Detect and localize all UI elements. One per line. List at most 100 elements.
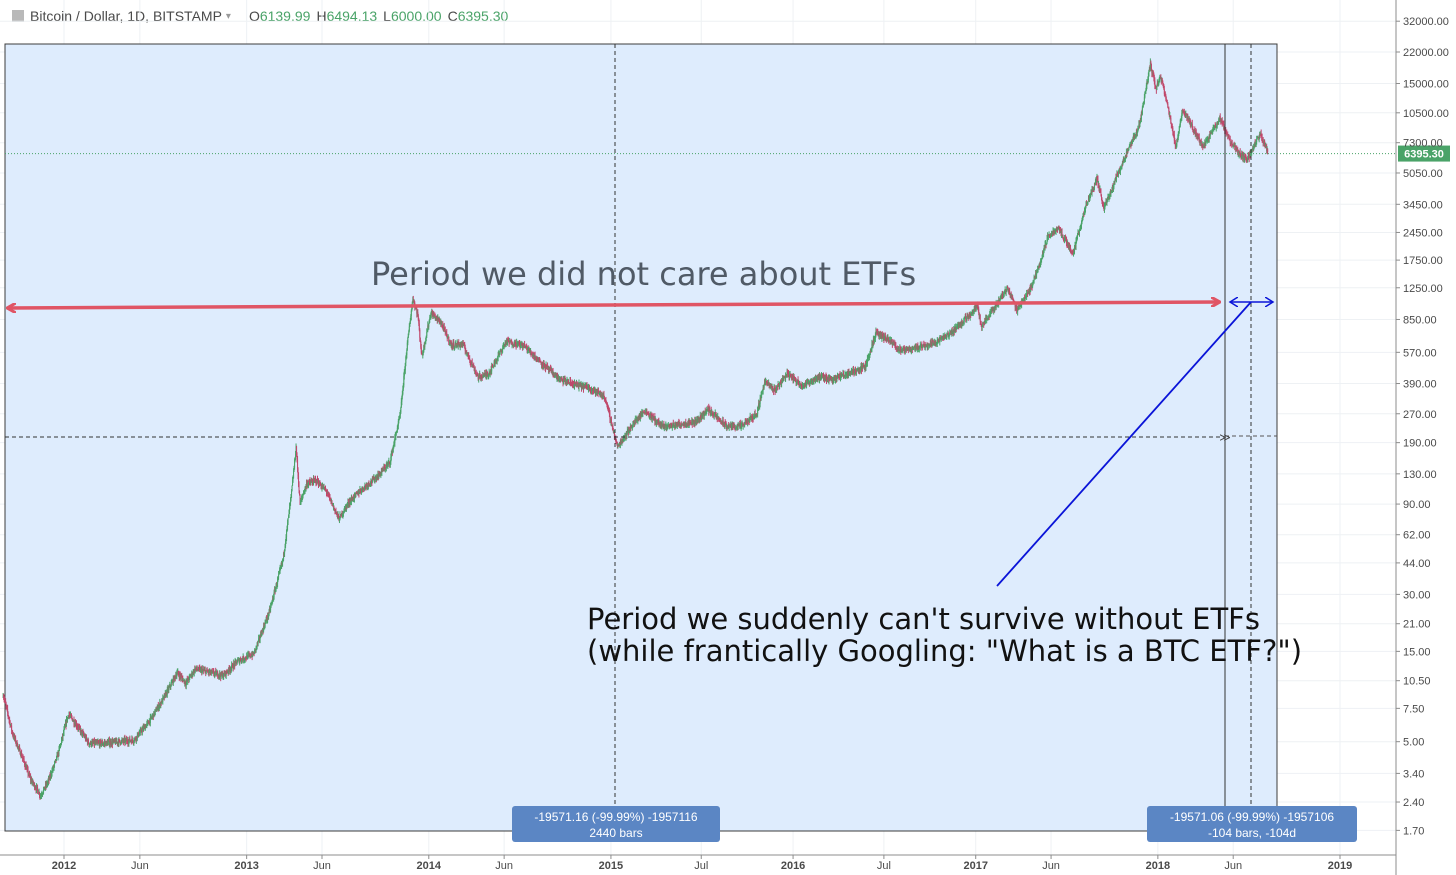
candle-body [939, 337, 941, 343]
candle-body [796, 381, 798, 383]
candle-body [458, 343, 460, 345]
candle-body [453, 343, 455, 348]
candle-body [946, 334, 948, 338]
candle-body [1168, 108, 1170, 112]
candle-body [343, 508, 345, 512]
candle-body [156, 710, 158, 712]
close-value: 6395.30 [457, 8, 509, 24]
candle-body [469, 358, 471, 361]
candle-body [72, 720, 74, 722]
candle-body [240, 659, 242, 661]
candle-body [1114, 180, 1116, 184]
candle-body [54, 760, 56, 763]
candle-body [878, 332, 880, 337]
candle-body [1115, 176, 1117, 180]
candle-body [335, 511, 337, 513]
candle-body [362, 486, 364, 490]
candle-body [902, 348, 904, 352]
candle-body [405, 356, 407, 363]
candle-body [236, 662, 238, 664]
candle-body [295, 453, 297, 460]
candle-body [563, 379, 565, 383]
candle-body [110, 741, 112, 745]
candle-body [1109, 193, 1111, 196]
candle-body [378, 474, 380, 478]
candle-body [333, 508, 335, 510]
candle-body [9, 721, 11, 726]
candle-body [483, 375, 485, 378]
candle-body [138, 733, 140, 736]
candle-body [403, 376, 405, 386]
candle-body [481, 375, 483, 378]
candle-body [131, 738, 133, 741]
candle-body [574, 383, 576, 385]
candle-body [417, 311, 419, 316]
candle-body [63, 727, 65, 730]
candle-body [469, 360, 471, 362]
candle-body [1087, 200, 1089, 203]
candle-body [333, 506, 335, 509]
candle-body [1077, 232, 1079, 235]
candle-body [447, 337, 449, 339]
candle-body [491, 365, 493, 372]
candle-body [1154, 80, 1156, 86]
candle-body [1139, 123, 1141, 127]
candle-body [424, 343, 426, 347]
candle-body [216, 672, 218, 676]
candle-body [915, 345, 917, 349]
candle-body [1156, 86, 1158, 91]
candle-body [1144, 92, 1146, 98]
candle-body [1167, 103, 1169, 108]
candle-body [1081, 221, 1083, 223]
candle-body [1101, 198, 1103, 202]
candle-body [27, 769, 29, 775]
candle-body [298, 484, 300, 491]
candle-body [291, 485, 293, 491]
candle-body [776, 387, 778, 390]
candle-body [1209, 133, 1211, 137]
candle-body [423, 345, 425, 352]
candle-body [865, 366, 867, 369]
candle-body [1192, 125, 1194, 130]
candle-body [850, 370, 852, 374]
candle-body [542, 362, 544, 367]
candle-body [1173, 134, 1175, 141]
candle-body [931, 341, 933, 346]
candle-body [419, 337, 421, 342]
candle-body [1113, 181, 1115, 187]
candle-body [5, 703, 7, 706]
candle-body [1150, 64, 1152, 71]
candle-body [278, 574, 280, 578]
candle-body [471, 362, 473, 366]
candle-body [273, 591, 275, 598]
candle-body [1127, 150, 1129, 152]
candle-body [1062, 234, 1064, 239]
candle-body [964, 317, 966, 319]
candle-body [1200, 140, 1202, 145]
candle-body [293, 471, 295, 478]
candle-body [1212, 129, 1214, 132]
candles [2, 58, 1269, 800]
candle-body [1084, 207, 1086, 210]
candle-body [95, 741, 97, 744]
candle-body [1149, 62, 1151, 70]
candle-body [402, 389, 404, 395]
candle-body [534, 355, 536, 359]
candle-body [1024, 298, 1026, 301]
candle-body [223, 673, 225, 677]
candle-body [752, 416, 754, 419]
candle-body [245, 658, 247, 660]
candle-body [1145, 90, 1147, 93]
candle-body [263, 625, 265, 632]
candle-body [474, 370, 476, 372]
symbol-title[interactable]: Bitcoin / Dollar, 1D, BITSTAMP [30, 8, 222, 24]
chevron-down-icon[interactable]: ▾ [225, 10, 231, 22]
candle-body [609, 413, 611, 420]
candle-body [719, 419, 721, 420]
candle-body [589, 388, 591, 391]
candle-body [1229, 138, 1231, 144]
candle-body [23, 758, 25, 762]
candle-body [667, 427, 669, 428]
candle-body [393, 444, 395, 446]
